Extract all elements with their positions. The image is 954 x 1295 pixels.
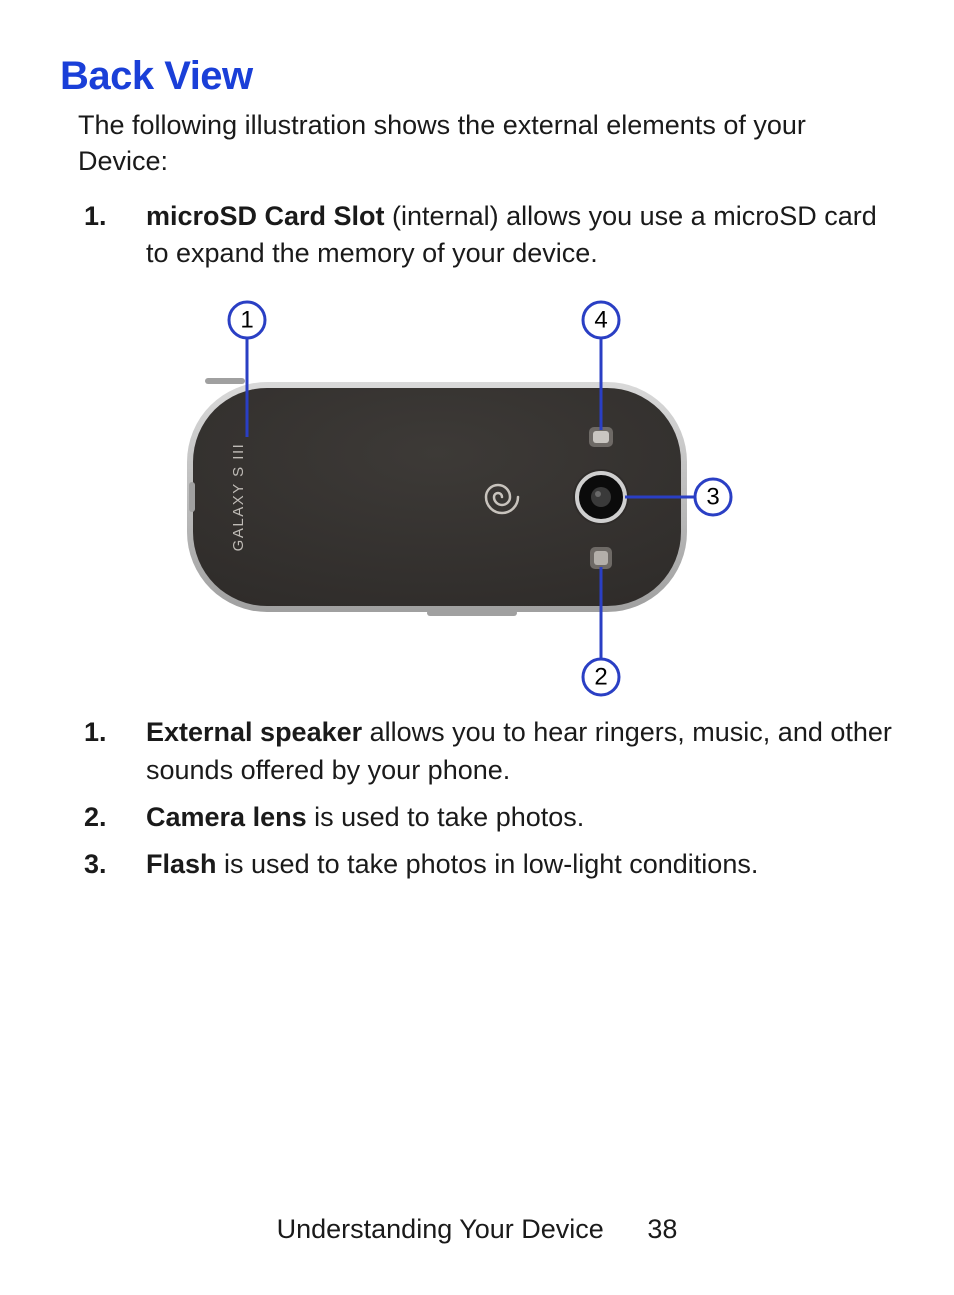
list-item: Camera lens is used to take photos.: [78, 799, 894, 836]
list-item: microSD Card Slot (internal) allows you …: [78, 198, 894, 273]
svg-text:2: 2: [594, 664, 607, 691]
list-item-desc: is used to take photos.: [307, 802, 585, 832]
svg-text:GALAXY S III: GALAXY S III: [230, 443, 247, 552]
list-item-term: microSD Card Slot: [146, 201, 385, 231]
phone-diagram: GALAXY S III 1 4 3 2: [127, 282, 827, 702]
footer-section: Understanding Your Device: [277, 1214, 604, 1244]
list-item: Flash is used to take photos in low-ligh…: [78, 846, 894, 883]
list-item-term: External speaker: [146, 717, 362, 747]
list-item-term: Flash: [146, 849, 217, 879]
phone-diagram-svg: GALAXY S III 1 4 3 2: [127, 282, 827, 702]
feature-list: microSD Card Slot (internal) allows you …: [78, 198, 894, 273]
list-item-term: Camera lens: [146, 802, 307, 832]
list-item: External speaker allows you to hear ring…: [78, 714, 894, 789]
page-footer: Understanding Your Device 38: [0, 1214, 954, 1245]
feature-list-continued: External speaker allows you to hear ring…: [78, 714, 894, 883]
section-heading: Back View: [60, 54, 894, 99]
page-number: 38: [647, 1214, 677, 1245]
svg-text:1: 1: [240, 307, 253, 334]
intro-paragraph: The following illustration shows the ext…: [78, 107, 894, 180]
svg-text:3: 3: [706, 484, 719, 511]
svg-text:4: 4: [594, 307, 607, 334]
list-item-desc: is used to take photos in low-light cond…: [217, 849, 759, 879]
